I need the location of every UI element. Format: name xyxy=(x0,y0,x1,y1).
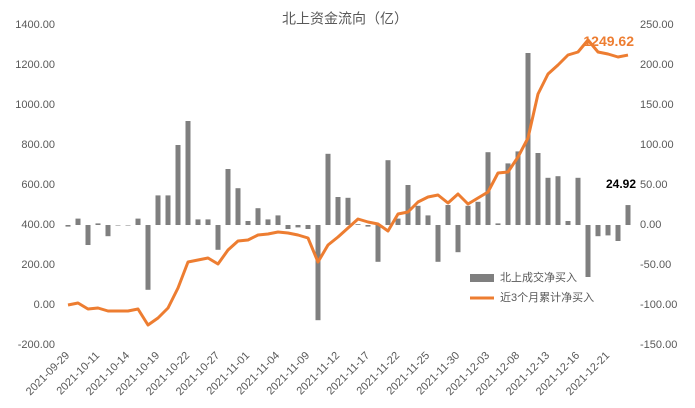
y-tick-label: 200.00 xyxy=(21,259,55,271)
bar xyxy=(575,177,581,225)
y-tick-label: 1000.00 xyxy=(15,99,55,111)
bar xyxy=(75,218,81,225)
bar xyxy=(305,225,311,229)
y-tick-label: 1200.00 xyxy=(15,59,55,71)
y2-tick-label: 100.00 xyxy=(640,139,674,151)
legend-label: 近3个月累计净买入 xyxy=(500,290,594,304)
bar xyxy=(125,225,131,226)
bar xyxy=(285,225,291,229)
bar xyxy=(385,160,391,225)
bar xyxy=(405,185,411,225)
bar xyxy=(485,152,491,225)
bar xyxy=(85,225,91,245)
bar xyxy=(165,195,171,225)
bar xyxy=(555,176,561,225)
y-tick-label: -200.00 xyxy=(18,339,55,351)
bar xyxy=(65,225,71,227)
y-tick-label: 800.00 xyxy=(21,139,55,151)
bar xyxy=(345,197,351,225)
y2-tick-label: -150.00 xyxy=(640,339,677,351)
bar xyxy=(235,188,241,225)
bar xyxy=(95,223,101,225)
y2-tick-label: -100.00 xyxy=(640,299,677,311)
bar xyxy=(215,225,221,250)
y-tick-label: 400.00 xyxy=(21,219,55,231)
bar xyxy=(625,205,631,225)
bar xyxy=(175,145,181,225)
bar xyxy=(615,225,621,241)
bar xyxy=(495,223,501,225)
y2-tick-label: 50.00 xyxy=(640,179,668,191)
line xyxy=(67,38,629,327)
bar xyxy=(155,195,161,225)
bar xyxy=(135,218,141,225)
y-tick-label: 1400.00 xyxy=(15,19,55,31)
bar xyxy=(535,153,541,225)
bar xyxy=(195,219,201,225)
y-tick-label: 600.00 xyxy=(21,179,55,191)
bar xyxy=(335,197,341,225)
bar xyxy=(185,121,191,225)
y2-tick-label: 150.00 xyxy=(640,99,674,111)
bar xyxy=(435,225,441,262)
bar xyxy=(295,225,301,228)
bar xyxy=(355,224,361,225)
bar xyxy=(565,221,571,225)
bar xyxy=(415,205,421,225)
y2-tick-label: -50.00 xyxy=(640,259,671,271)
bar xyxy=(375,225,381,262)
legend-swatch xyxy=(470,274,494,282)
bar xyxy=(605,225,611,236)
bar xyxy=(245,221,251,225)
bar xyxy=(425,215,431,225)
bar xyxy=(515,151,521,225)
bar xyxy=(255,208,261,225)
legend-label: 北上成交净买入 xyxy=(500,270,577,284)
bar xyxy=(205,219,211,225)
value-label: 1249.62 xyxy=(583,33,634,49)
y-tick-label: 0.00 xyxy=(34,299,55,311)
bar xyxy=(275,215,281,225)
bar xyxy=(455,225,461,253)
bar xyxy=(505,163,511,225)
bar xyxy=(595,225,601,237)
bar xyxy=(395,218,401,225)
bar xyxy=(365,225,371,227)
bar xyxy=(325,153,331,225)
bar xyxy=(465,205,471,225)
bar xyxy=(145,225,151,290)
y2-tick-label: 250.00 xyxy=(640,19,674,31)
y2-tick-label: 200.00 xyxy=(640,59,674,71)
y2-tick-label: 0.00 xyxy=(640,219,661,231)
bar xyxy=(585,225,591,277)
bar xyxy=(225,169,231,225)
bar xyxy=(475,201,481,225)
bar xyxy=(445,205,451,225)
bar xyxy=(115,225,121,226)
value-label: 24.92 xyxy=(606,177,636,191)
bar xyxy=(105,225,111,237)
bar xyxy=(545,177,551,225)
bar xyxy=(315,225,321,321)
chart-title: 北上资金流向（亿） xyxy=(282,11,408,27)
bar xyxy=(265,219,271,225)
